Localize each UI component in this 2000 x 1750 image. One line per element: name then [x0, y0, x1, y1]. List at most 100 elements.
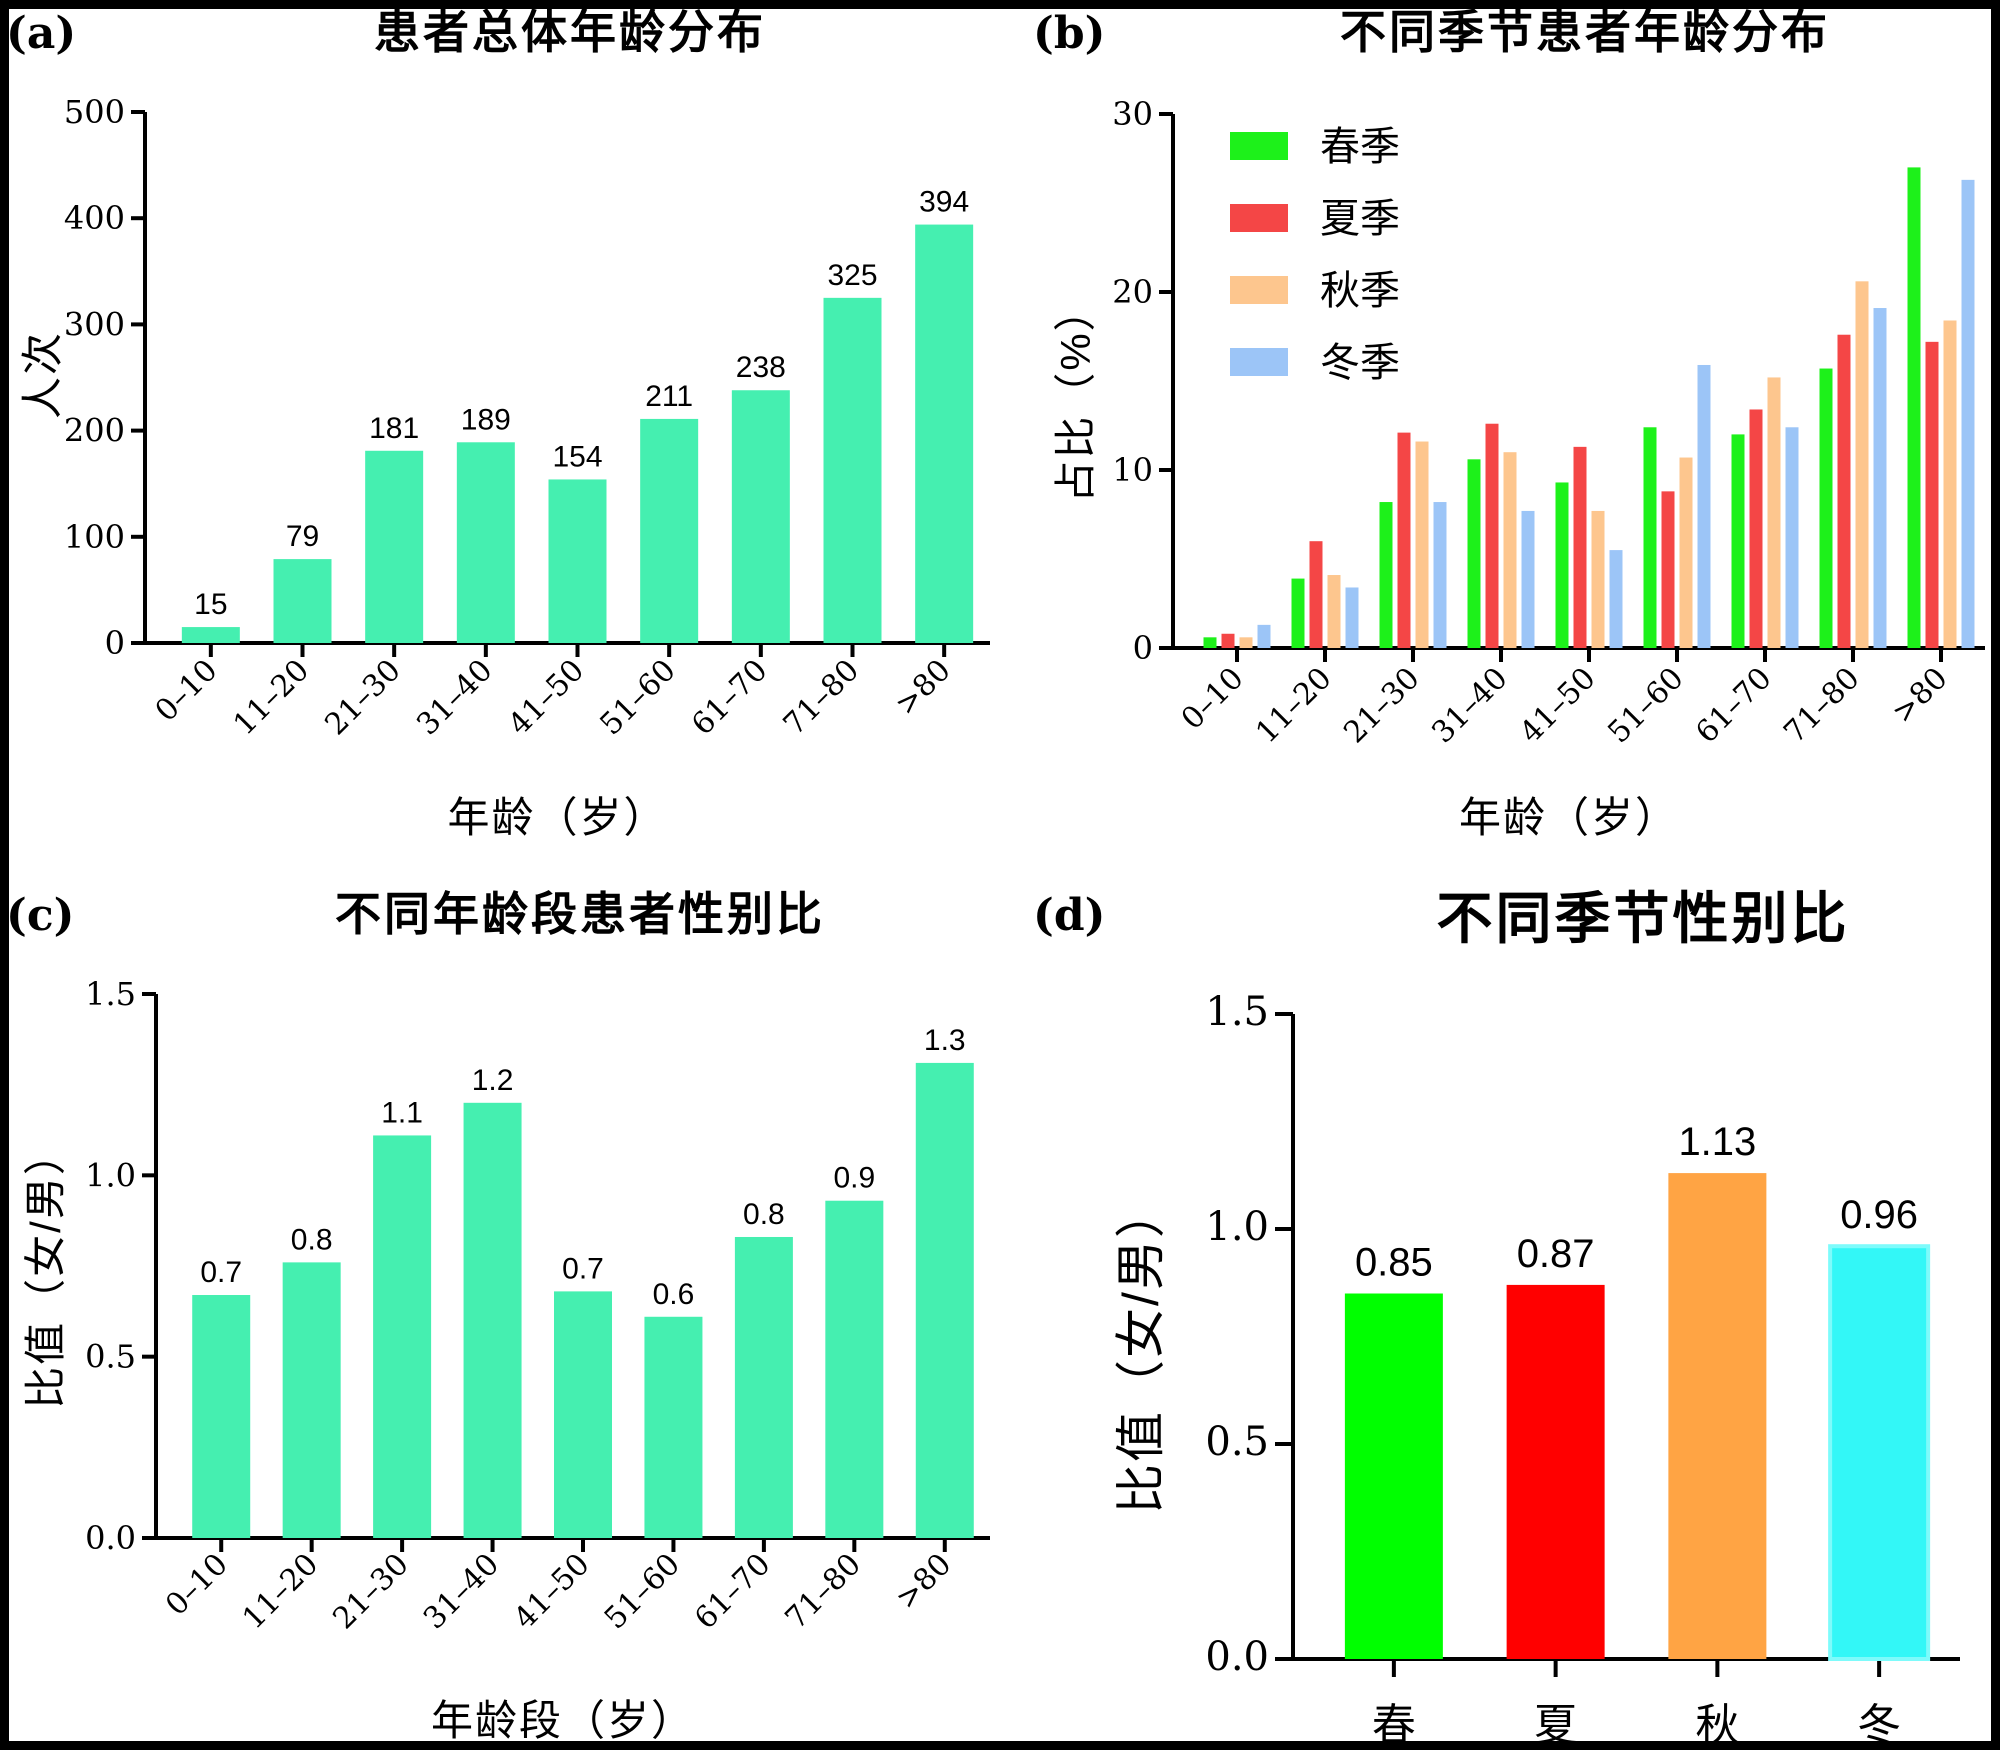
- y-axis-label: 比值（女/男）: [22, 1131, 69, 1409]
- legend-label: 夏季: [1320, 197, 1400, 241]
- y-tick-label: 20: [1112, 273, 1153, 311]
- y-tick-label: 1.0: [1205, 1204, 1269, 1250]
- bar: [1309, 541, 1323, 648]
- legend-swatch: [1230, 348, 1288, 376]
- bar: [1961, 179, 1975, 649]
- x-tick-label: 21–30: [1337, 661, 1426, 750]
- bar: [1837, 334, 1851, 648]
- bar: [1925, 341, 1939, 648]
- bar: [1203, 637, 1217, 648]
- data-label: 181: [369, 412, 419, 445]
- bar: [1485, 423, 1499, 648]
- x-tick-label: 31–40: [1425, 661, 1514, 750]
- bar: [1828, 1244, 1931, 1661]
- bar: [1855, 281, 1869, 648]
- bar: [731, 390, 790, 643]
- bar: [1506, 1284, 1605, 1659]
- chart-title: 不同年龄段患者性别比: [335, 888, 825, 940]
- x-tick-label: 51–60: [1601, 661, 1690, 750]
- y-tick-label: 500: [64, 93, 125, 131]
- bar: [282, 1262, 341, 1538]
- x-tick-label: 11–20: [1249, 661, 1338, 750]
- data-label: 394: [919, 186, 969, 219]
- bar: [1731, 434, 1745, 648]
- bar: [1433, 502, 1447, 648]
- chart-title: 患者总体年龄分布: [374, 6, 766, 58]
- bar: [554, 1291, 612, 1538]
- y-axis-label: 比值（女/男）: [1113, 1186, 1169, 1514]
- bar: [1345, 587, 1359, 648]
- y-tick-label: 30: [1112, 95, 1153, 133]
- bar: [365, 450, 424, 643]
- data-label: 0.7: [200, 1256, 242, 1289]
- x-tick-label: 61–70: [685, 653, 774, 742]
- x-tick-label: >80: [888, 653, 958, 723]
- data-label: 0.96: [1840, 1193, 1918, 1237]
- x-axis-label: 年龄（岁）: [1459, 794, 1679, 841]
- bar: [1239, 637, 1253, 648]
- bar: [1521, 510, 1535, 648]
- y-tick-label: 100: [64, 518, 125, 556]
- y-axis-label: 人次: [19, 331, 66, 419]
- data-label: 79: [286, 520, 319, 553]
- data-label: 1.3: [924, 1024, 966, 1057]
- x-tick-label: 0–10: [159, 1547, 235, 1623]
- data-label: 1.1: [381, 1096, 423, 1129]
- x-tick-label: 41–50: [1513, 661, 1602, 750]
- bar: [1344, 1293, 1443, 1659]
- bar: [1503, 452, 1517, 648]
- bar: [192, 1295, 251, 1538]
- y-tick-label: 400: [64, 199, 125, 237]
- x-tick-label: 0–10: [149, 653, 225, 729]
- panel-label: (a): [6, 8, 76, 59]
- bar: [1609, 550, 1623, 648]
- bar: [181, 627, 240, 643]
- panel-label: (c): [6, 890, 74, 941]
- x-tick-label: 冬: [1857, 1701, 1901, 1750]
- data-label: 0.87: [1517, 1232, 1595, 1276]
- y-axis-label: 占比（%）: [1052, 287, 1099, 502]
- bar: [825, 1200, 884, 1538]
- data-label: 0.6: [653, 1278, 695, 1311]
- x-axis-label: 年龄段（岁）: [431, 1697, 695, 1744]
- bar: [1415, 441, 1429, 648]
- data-label: 238: [736, 351, 786, 384]
- data-label: 15: [194, 588, 227, 621]
- y-tick-label: 0.5: [1205, 1419, 1269, 1465]
- x-tick-label: >80: [889, 1547, 959, 1617]
- y-tick-label: 0.5: [85, 1338, 136, 1376]
- data-label: 0.8: [291, 1223, 333, 1256]
- y-tick-label: 0: [105, 624, 125, 662]
- x-tick-label: 0–10: [1175, 661, 1251, 737]
- x-tick-label: 夏: [1534, 1701, 1578, 1750]
- y-tick-label: 10: [1112, 451, 1153, 489]
- bar: [823, 297, 882, 643]
- x-tick-label: 71–80: [777, 653, 866, 742]
- y-tick-label: 1.5: [85, 975, 136, 1013]
- legend-label: 春季: [1320, 125, 1400, 169]
- y-tick-label: 1.5: [1205, 989, 1269, 1035]
- bar: [1907, 167, 1921, 648]
- panel-label: (b): [1033, 8, 1105, 59]
- x-tick-label: 21–30: [318, 653, 407, 742]
- bar: [1873, 308, 1887, 648]
- legend-label: 冬季: [1320, 341, 1400, 385]
- y-tick-label: 0.0: [1205, 1634, 1269, 1680]
- bar: [915, 1062, 974, 1538]
- bar: [1221, 633, 1235, 648]
- x-tick-label: 51–60: [593, 653, 682, 742]
- legend-label: 秋季: [1320, 269, 1400, 313]
- x-tick-label: 31–40: [417, 1547, 506, 1636]
- bar: [644, 1316, 703, 1538]
- bar: [1785, 427, 1799, 648]
- y-tick-label: 0.0: [85, 1519, 136, 1557]
- y-tick-label: 1.0: [85, 1156, 136, 1194]
- data-label: 0.7: [562, 1252, 604, 1285]
- x-tick-label: 61–70: [1689, 661, 1778, 750]
- x-tick-label: 21–30: [326, 1547, 415, 1636]
- bar: [1573, 446, 1587, 648]
- bar: [640, 418, 699, 643]
- bar: [1397, 432, 1411, 648]
- bar: [1643, 427, 1657, 648]
